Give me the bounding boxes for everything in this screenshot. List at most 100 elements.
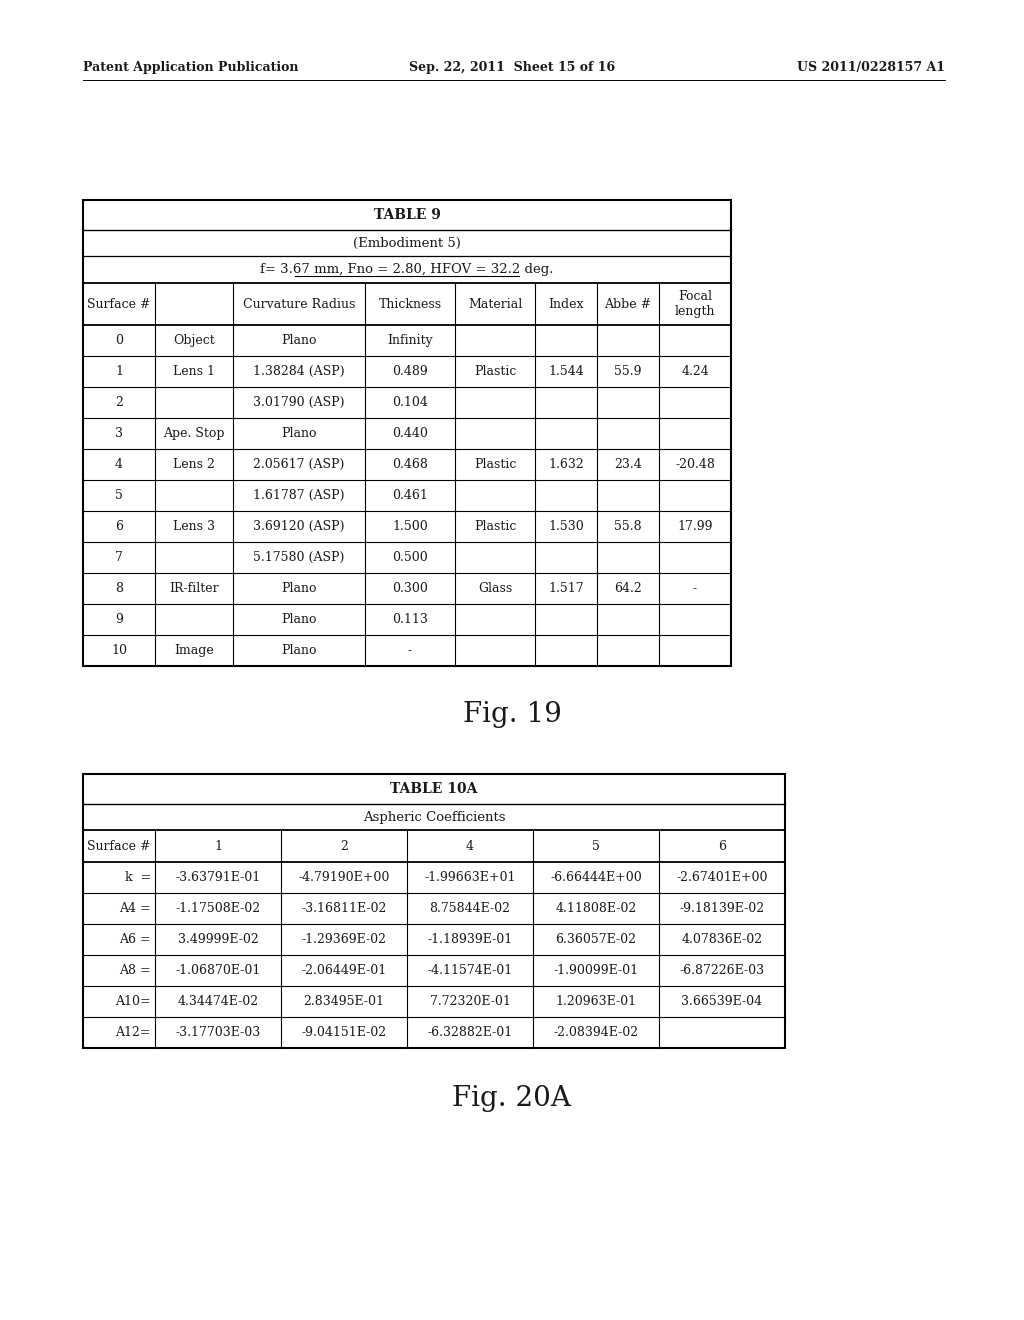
Text: -6.87226E-03: -6.87226E-03 (680, 964, 765, 977)
Text: 6.36057E-02: 6.36057E-02 (555, 933, 637, 946)
Bar (83, 774, 785, 1048)
Text: Plano: Plano (282, 582, 316, 595)
Text: length: length (675, 305, 715, 318)
Text: 5: 5 (592, 840, 600, 853)
Text: Lens 2: Lens 2 (173, 458, 215, 471)
Text: Lens 3: Lens 3 (173, 520, 215, 533)
Text: -2.06449E-01: -2.06449E-01 (301, 964, 387, 977)
Text: Plano: Plano (282, 644, 316, 657)
Text: 8: 8 (115, 582, 123, 595)
Text: Aspheric Coefficients: Aspheric Coefficients (362, 810, 505, 824)
Text: f= 3.67 mm, Fno = 2.80, HFOV = 32.2 deg.: f= 3.67 mm, Fno = 2.80, HFOV = 32.2 deg. (260, 263, 554, 276)
Text: 1.500: 1.500 (392, 520, 428, 533)
Text: 23.4: 23.4 (614, 458, 642, 471)
Text: 4.24: 4.24 (681, 366, 709, 378)
Text: -1.90099E-01: -1.90099E-01 (553, 964, 639, 977)
Text: 4.11808E-02: 4.11808E-02 (555, 902, 637, 915)
Text: 0.440: 0.440 (392, 426, 428, 440)
Text: 1.20963E-01: 1.20963E-01 (555, 995, 637, 1008)
Text: 0: 0 (115, 334, 123, 347)
Text: 0.461: 0.461 (392, 488, 428, 502)
Text: Fig. 20A: Fig. 20A (453, 1085, 571, 1111)
Text: 0.468: 0.468 (392, 458, 428, 471)
Text: 3: 3 (115, 426, 123, 440)
Text: -4.11574E-01: -4.11574E-01 (427, 964, 513, 977)
Text: -2.67401E+00: -2.67401E+00 (676, 871, 768, 884)
Text: 17.99: 17.99 (677, 520, 713, 533)
Text: A12=: A12= (116, 1026, 151, 1039)
Text: IR-filter: IR-filter (169, 582, 219, 595)
Text: Focal: Focal (678, 290, 712, 304)
Text: 5: 5 (115, 488, 123, 502)
Text: 9: 9 (115, 612, 123, 626)
Text: -: - (408, 644, 412, 657)
Text: -9.18139E-02: -9.18139E-02 (680, 902, 765, 915)
Text: A6 =: A6 = (120, 933, 151, 946)
Text: 1: 1 (214, 840, 222, 853)
Text: (Embodiment 5): (Embodiment 5) (353, 236, 461, 249)
Text: TABLE 10A: TABLE 10A (390, 781, 477, 796)
Text: 3.69120 (ASP): 3.69120 (ASP) (253, 520, 345, 533)
Text: Patent Application Publication: Patent Application Publication (83, 61, 299, 74)
Text: 7.72320E-01: 7.72320E-01 (429, 995, 510, 1008)
Text: 1.530: 1.530 (548, 520, 584, 533)
Text: Infinity: Infinity (387, 334, 433, 347)
Text: Plano: Plano (282, 612, 316, 626)
Text: Thickness: Thickness (379, 297, 441, 310)
Text: Surface #: Surface # (87, 297, 151, 310)
Text: 1: 1 (115, 366, 123, 378)
Text: Plano: Plano (282, 334, 316, 347)
Text: Abbe #: Abbe # (604, 297, 651, 310)
Text: Curvature Radius: Curvature Radius (243, 297, 355, 310)
Text: 1.632: 1.632 (548, 458, 584, 471)
Text: -1.06870E-01: -1.06870E-01 (175, 964, 261, 977)
Text: 4.34474E-02: 4.34474E-02 (177, 995, 259, 1008)
Text: 1.38284 (ASP): 1.38284 (ASP) (253, 366, 345, 378)
Text: 55.8: 55.8 (614, 520, 642, 533)
Text: Glass: Glass (478, 582, 512, 595)
Text: -1.29369E-02: -1.29369E-02 (301, 933, 386, 946)
Text: 0.500: 0.500 (392, 550, 428, 564)
Text: TABLE 9: TABLE 9 (374, 209, 440, 222)
Text: -9.04151E-02: -9.04151E-02 (301, 1026, 387, 1039)
Text: Plano: Plano (282, 426, 316, 440)
Text: A10=: A10= (116, 995, 151, 1008)
Text: 1.517: 1.517 (548, 582, 584, 595)
Text: 6: 6 (115, 520, 123, 533)
Text: Fig. 19: Fig. 19 (463, 701, 561, 727)
Text: -6.32882E-01: -6.32882E-01 (427, 1026, 513, 1039)
Text: -4.79190E+00: -4.79190E+00 (298, 871, 390, 884)
Text: 3.66539E-04: 3.66539E-04 (681, 995, 763, 1008)
Text: 0.489: 0.489 (392, 366, 428, 378)
Text: 64.2: 64.2 (614, 582, 642, 595)
Text: -: - (693, 582, 697, 595)
Text: 8.75844E-02: 8.75844E-02 (429, 902, 511, 915)
Text: 2: 2 (115, 396, 123, 409)
Text: k  =: k = (125, 871, 151, 884)
Text: Plastic: Plastic (474, 458, 516, 471)
Text: Index: Index (548, 297, 584, 310)
Text: 2.83495E-01: 2.83495E-01 (303, 995, 384, 1008)
Text: 55.9: 55.9 (614, 366, 642, 378)
Text: A8 =: A8 = (120, 964, 151, 977)
Text: Surface #: Surface # (87, 840, 151, 853)
Text: Material: Material (468, 297, 522, 310)
Text: 7: 7 (115, 550, 123, 564)
Text: 0.113: 0.113 (392, 612, 428, 626)
Text: -1.99663E+01: -1.99663E+01 (424, 871, 516, 884)
Text: 3.49999E-02: 3.49999E-02 (177, 933, 258, 946)
Text: -1.17508E-02: -1.17508E-02 (175, 902, 260, 915)
Text: Plastic: Plastic (474, 366, 516, 378)
Text: 0.300: 0.300 (392, 582, 428, 595)
Text: 0.104: 0.104 (392, 396, 428, 409)
Text: Lens 1: Lens 1 (173, 366, 215, 378)
Text: 3.01790 (ASP): 3.01790 (ASP) (253, 396, 345, 409)
Text: 1.61787 (ASP): 1.61787 (ASP) (253, 488, 345, 502)
Text: 4.07836E-02: 4.07836E-02 (681, 933, 763, 946)
Text: A4 =: A4 = (120, 902, 151, 915)
Text: 4: 4 (466, 840, 474, 853)
Text: -6.66444E+00: -6.66444E+00 (550, 871, 642, 884)
Text: 6: 6 (718, 840, 726, 853)
Text: 2: 2 (340, 840, 348, 853)
Text: -20.48: -20.48 (675, 458, 715, 471)
